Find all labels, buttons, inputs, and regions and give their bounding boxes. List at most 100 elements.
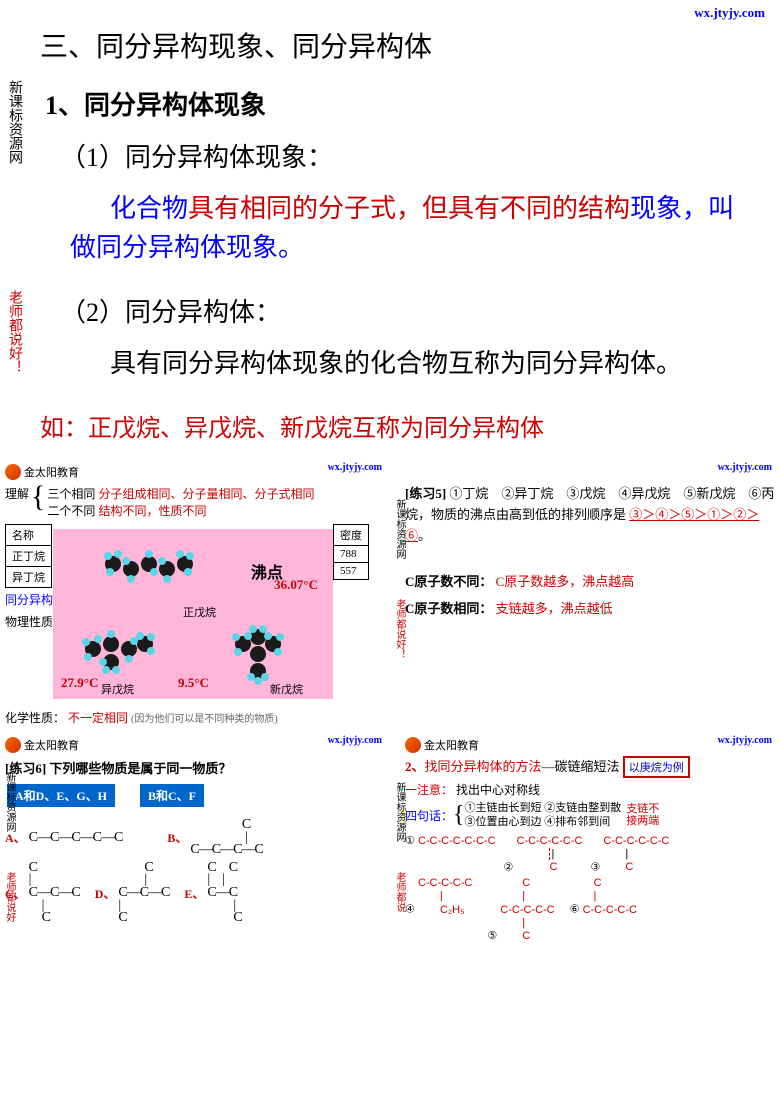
exercise-6: [练习6] 下列哪些物质是属于同一物质？ (5, 758, 385, 777)
struct-b: B、 C |C—C—C—C (167, 819, 262, 857)
c3b: C (625, 861, 633, 873)
c2: C-C-C-C-C-C (516, 835, 582, 847)
quad4-side2: 老师都说 (392, 872, 407, 912)
label-d: D、 (95, 885, 116, 902)
ex5-label: [练习5] (405, 486, 446, 501)
note-line: 一注意： 找出中心对称线 (405, 781, 775, 798)
td-v2: 557 (334, 563, 369, 580)
rule1-text: C原子数越多，沸点越高 (496, 574, 635, 589)
chain-d: C |C—C—C|C (118, 862, 169, 925)
td-v1: 788 (334, 546, 369, 563)
partial-table-right: 密度 788 557 (333, 524, 369, 580)
logo-icon-3 (5, 737, 21, 753)
c6: C-C-C-C-C (583, 904, 637, 916)
quad4-side: 新课标资源网 (392, 782, 407, 842)
chem-note: (因为他们可以是不同种类的物质) (131, 714, 278, 725)
quad4-url: wx.jtyjy.com (718, 735, 772, 746)
partial-table: 名称 正丁烷 异丁烷 (5, 524, 52, 588)
answer-box-2: B和C、F (140, 784, 204, 807)
c4b: C₂H₅ (440, 904, 465, 916)
label-b: B、 (167, 829, 187, 846)
quad3-side2: 老师都说好 (2, 872, 17, 922)
struct-a: A、 C—C—C—C—C (5, 819, 122, 857)
th-name: 名称 (6, 525, 52, 546)
molecule-diagram: 沸点 36.07°C 27.9°C 9.5°C 正戊烷 异戊烷 新戊烷 (53, 529, 333, 699)
logo-icon (5, 464, 21, 480)
subsection-1: （1）同分异构体现象： (60, 137, 750, 174)
ex5-period: 。 (418, 528, 431, 543)
definition-1: 化合物具有相同的分子式，但具有不同的结构现象，叫做同分异构体现象。 (70, 189, 750, 267)
def1-part2: 具有相同的分子式，但 (188, 194, 448, 223)
c4: C-C-C-C-C (418, 877, 472, 889)
answer-boxes: A和D、E、G、H B和C、F (5, 782, 385, 809)
understanding-block: 理解 { 三个相同 分子组成相同、分子量相同、分子式相同 二个不同 结构不同，性… (5, 485, 385, 519)
method-text: 找同分异构体的方法 (425, 759, 542, 774)
th-density: 密度 (334, 525, 369, 546)
c3: C-C-C-C-C-C (603, 835, 669, 847)
four-label: 四句话： (405, 807, 453, 824)
phys-label: 物理性质 (5, 613, 53, 630)
logo-text-1: 金太阳教育 (24, 464, 79, 480)
carbon-chains: ① C-C-C-C-C-C-C ② C-C-C-C-C-C | C ③ C-C-… (405, 835, 775, 944)
rule-r2: ②支链由整到散 (544, 802, 621, 814)
struct-d: D、 C |C—C—C|C (95, 862, 170, 925)
chain-c: C|C—C—C | C (29, 862, 80, 925)
main-title: 三、同分异构现象、同分异构体 (40, 25, 750, 65)
rule-r4: ④排布邻到间 (544, 816, 610, 828)
quad-4: 金太阳教育 wx.jtyjy.com 新课标资源网 老师都说 2、找同分异构体的… (390, 731, 780, 948)
label-e: E、 (184, 885, 204, 902)
method-title: 2、找同分异构体的方法—碳链缩短法 以庚烷为例 (405, 756, 775, 778)
bottom-grid: 金太阳教育 wx.jtyjy.com 理解 { 三个相同 分子组成相同、分子量相… (0, 458, 780, 948)
molecules-svg (53, 529, 333, 699)
quad2-side: 老师都说好！ (392, 599, 407, 659)
section-1-title: 1、同分异构体现象 (45, 85, 750, 122)
c6-label: ⑥ (570, 904, 580, 916)
rule2-label: C原子数相同： (405, 601, 492, 616)
bracket-icon-2: { (453, 802, 465, 829)
c5-label: ⑤ (487, 930, 497, 942)
header-url: wx.jtyjy.com (694, 5, 765, 21)
note-label: 一注意： (405, 783, 453, 797)
rule2-text: 支链越多，沸点越低 (496, 601, 613, 616)
rule-2: C原子数相同： 支链越多，沸点越低 (405, 598, 775, 617)
rule-1: C原子数不同： C原子数越多，沸点越高 (405, 571, 775, 590)
logo-text-4: 金太阳教育 (424, 737, 479, 753)
method-suffix: —碳链缩短法 (542, 759, 620, 774)
def1-part3: 具有不同的结构 (448, 194, 630, 223)
sidebar-text-2: 老师都说好！ (5, 290, 25, 374)
rule-r3: ③位置由心到边 (465, 816, 542, 828)
four-rules: 四句话： { ①主链由长到短 ②支链由整到散 ③位置由心到边 ④排布邻到间 支链… (405, 801, 775, 830)
c2b: C (549, 861, 557, 873)
understand-label: 理解 (5, 485, 29, 502)
rule-r1: ①主链由长到短 (465, 802, 542, 814)
c3-label: ③ (590, 861, 600, 873)
diff2-text: 结构不同，性质不同 (98, 504, 206, 518)
chain-e: C C| |C—C | C (207, 862, 241, 925)
quad3-url: wx.jtyjy.com (328, 735, 382, 746)
structures-row-1: A、 C—C—C—C—C B、 C |C—C—C—C (5, 819, 385, 857)
definition-2: 具有同分异构体现象的化合物互称为同分异构体。 (70, 344, 750, 383)
method-num: 2、 (405, 759, 425, 774)
def1-part1: 化合物 (110, 194, 188, 223)
quad-1: 金太阳教育 wx.jtyjy.com 理解 { 三个相同 分子组成相同、分子量相… (0, 458, 390, 731)
chem-val: 不一定相同 (68, 711, 128, 725)
quad1-url: wx.jtyjy.com (328, 462, 382, 473)
diff2-label: 二个不同 (47, 504, 95, 518)
quad2-side2: 新课标资源网 (392, 499, 407, 559)
chem-line: 化学性质： 不一定相同 (因为他们可以是不同种类的物质) (5, 709, 385, 726)
exercise-5: [练习5] ①丁烷 ②异丁烷 ③戊烷 ④异戊烷 ⑤新戊烷 ⑥丙烷，物质的沸点由高… (405, 484, 775, 546)
c6b: C (594, 877, 602, 889)
td-r1: 正丁烷 (6, 546, 52, 567)
def2-text: 具有同分异构体现象的化合物互称为同分异构体。 (110, 349, 682, 378)
chain-b: C |C—C—C—C (190, 819, 262, 857)
quad-3: 金太阳教育 wx.jtyjy.com 新课标资源网 老师都说好 [练习6] 下列… (0, 731, 390, 948)
example-tag: 以庚烷为例 (623, 756, 690, 778)
rule1-label: C原子数不同： (405, 574, 492, 589)
answer-box-1: A和D、E、G、H (7, 784, 115, 807)
subsection-2: （2）同分异构体： (60, 292, 750, 329)
example-line: 如：正戊烷、异戊烷、新戊烷互称为同分异构体 (40, 408, 750, 443)
main-content: 三、同分异构现象、同分异构体 1、同分异构体现象 （1）同分异构体现象： 化合物… (0, 0, 780, 458)
sidebar-text-1: 新课标资源网 (5, 80, 25, 164)
logo-icon-4 (405, 737, 421, 753)
quad-2: wx.jtyjy.com 新课标资源网 老师都说好！ [练习5] ①丁烷 ②异丁… (390, 458, 780, 731)
